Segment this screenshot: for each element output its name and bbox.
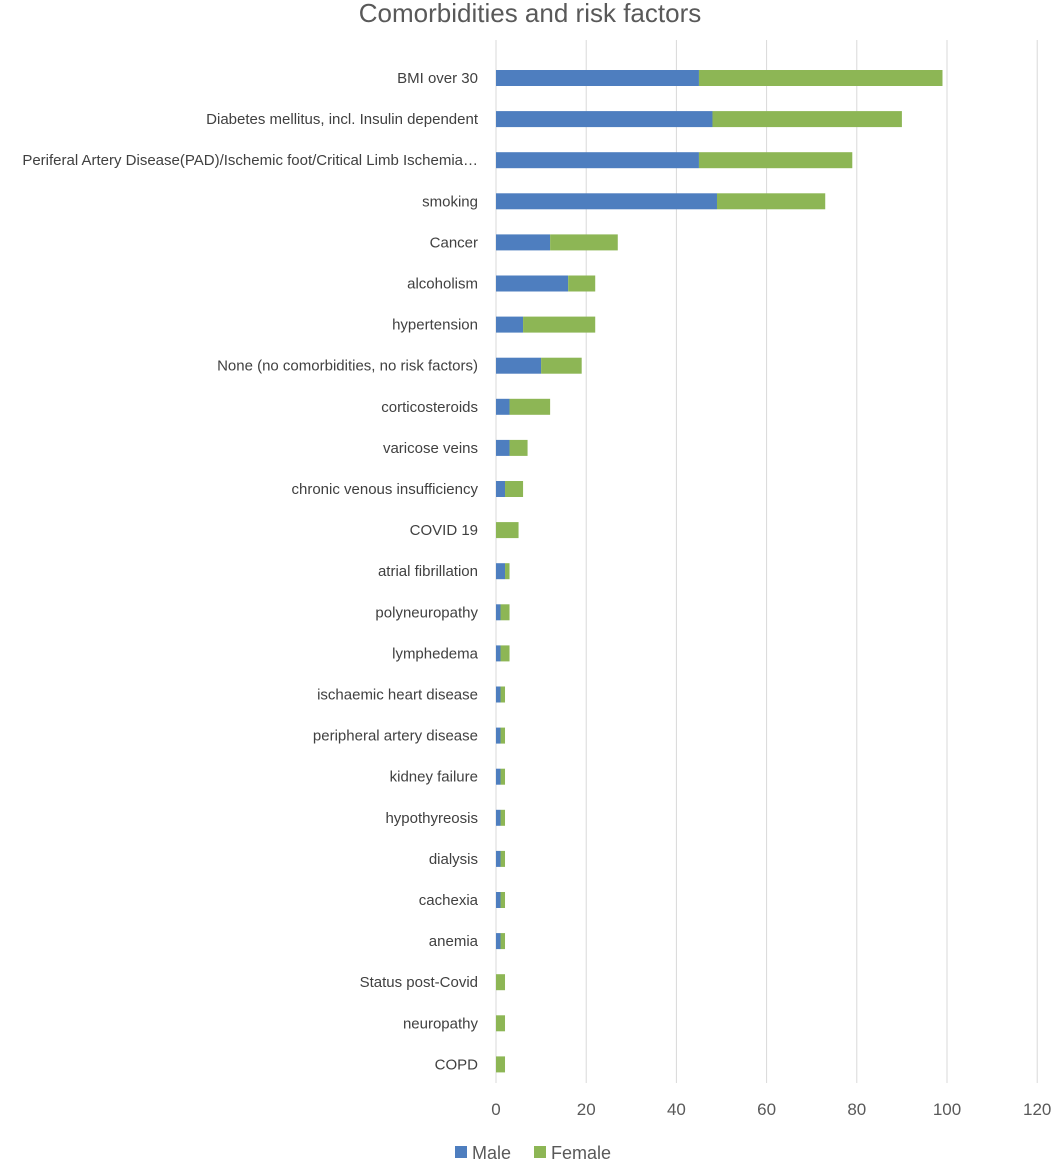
bar-female-22: [496, 974, 506, 991]
legend: Male Female: [455, 1143, 611, 1163]
bar-female-6: [523, 316, 596, 333]
category-label: COPD: [435, 1056, 479, 1073]
x-tick-label: 0: [491, 1100, 500, 1119]
category-label: dialysis: [429, 851, 478, 868]
bar-male-8: [496, 398, 510, 415]
category-label: None (no comorbidities, no risk factors): [217, 358, 478, 375]
bar-female-5: [568, 275, 596, 292]
bar-female-14: [500, 645, 510, 662]
bar-female-3: [716, 193, 826, 210]
bar-female-2: [698, 152, 853, 169]
category-label: BMI over 30: [397, 70, 478, 87]
bar-female-18: [500, 809, 506, 826]
category-label: COVID 19: [410, 522, 478, 539]
x-tick-label: 80: [847, 1100, 866, 1119]
legend-label-male: Male: [472, 1143, 511, 1160]
legend-swatch-female: [534, 1146, 546, 1158]
bar-male-20: [496, 892, 501, 908]
x-tick-label: 120: [1023, 1100, 1051, 1119]
category-label: Cancer: [430, 234, 478, 251]
x-axis-ticks: 0 20 40 60 80 100 120: [491, 1100, 1051, 1119]
bar-male-10: [496, 481, 506, 497]
bar-male-7: [496, 357, 542, 374]
bar-female-21: [500, 933, 506, 950]
category-label: atrial fibrillation: [378, 563, 478, 580]
bar-female-11: [496, 522, 519, 539]
x-tick-label: 20: [577, 1100, 596, 1119]
bar-male-17: [496, 768, 501, 785]
category-label: hypertension: [392, 317, 478, 334]
category-label: peripheral artery disease: [313, 728, 478, 745]
category-label: chronic venous insufficiency: [292, 481, 479, 498]
bar-female-7: [541, 357, 582, 374]
bar-female-19: [500, 850, 506, 867]
bar-female-24: [496, 1056, 506, 1073]
category-label: neuropathy: [403, 1015, 479, 1032]
bar-male-19: [496, 850, 501, 867]
chart-title: Comorbidities and risk factors: [359, 0, 701, 28]
category-label: hypothyreosis: [385, 810, 478, 827]
category-label: Periferal Artery Disease(PAD)/Ischemic f…: [22, 152, 478, 169]
bar-female-8: [509, 398, 551, 415]
category-labels: BMI over 30 Diabetes mellitus, incl. Insu…: [22, 70, 479, 1073]
bar-female-23: [496, 1015, 506, 1032]
bar-male-1: [496, 111, 713, 128]
category-label: cachexia: [419, 892, 479, 909]
category-label: Status post-Covid: [360, 974, 478, 991]
bar-male-0: [496, 70, 699, 86]
bar-female-17: [500, 768, 506, 785]
category-label: lymphedema: [392, 645, 479, 662]
bar-male-16: [496, 727, 501, 744]
category-label: ischaemic heart disease: [317, 687, 478, 704]
bar-male-14: [496, 645, 501, 662]
legend-label-female: Female: [551, 1143, 611, 1160]
bar-male-4: [496, 234, 551, 251]
bar-female-20: [500, 892, 506, 908]
bar-male-5: [496, 275, 569, 292]
bar-female-15: [500, 686, 506, 703]
bar-male-12: [496, 563, 506, 580]
bar-female-16: [500, 727, 506, 744]
category-label: varicose veins: [383, 440, 478, 457]
bar-male-13: [496, 604, 501, 621]
bar-female-9: [509, 439, 528, 456]
bar-male-3: [496, 193, 717, 210]
bar-female-1: [712, 111, 902, 128]
bar-female-13: [500, 604, 510, 621]
bar-male-15: [496, 686, 501, 703]
category-label: Diabetes mellitus, incl. Insulin depende…: [206, 111, 479, 128]
category-label: polyneuropathy: [375, 604, 478, 621]
gridlines: [495, 40, 1038, 1083]
category-label: corticosteroids: [381, 399, 478, 416]
category-label: kidney failure: [390, 769, 478, 786]
bar-female-0: [698, 70, 943, 86]
bar-male-2: [496, 152, 699, 169]
category-label: alcoholism: [407, 276, 478, 293]
bar-female-4: [550, 234, 618, 251]
bar-male-21: [496, 933, 501, 950]
bar-female-10: [505, 481, 524, 497]
category-label: smoking: [422, 193, 478, 210]
bar-male-6: [496, 316, 524, 333]
x-tick-label: 60: [757, 1100, 776, 1119]
bar-male-9: [496, 439, 510, 456]
bars: [496, 70, 943, 1073]
legend-swatch-male: [455, 1146, 467, 1158]
bar-female-12: [505, 563, 510, 580]
bar-male-18: [496, 809, 501, 826]
category-label: anemia: [429, 933, 479, 950]
x-tick-label: 100: [933, 1100, 961, 1119]
x-tick-label: 40: [667, 1100, 686, 1119]
